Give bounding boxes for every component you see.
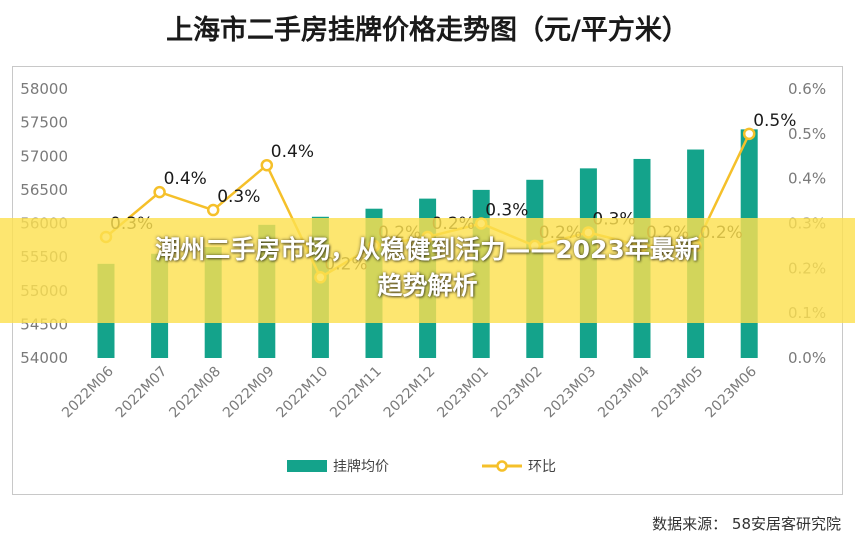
x-tick-label: 2023M04 xyxy=(595,363,653,421)
line-data-label: 0.4% xyxy=(164,169,207,189)
line-point xyxy=(260,158,274,172)
line-data-label: 0.5% xyxy=(753,111,796,131)
x-tick-label: 2022M10 xyxy=(274,364,332,422)
headline-banner xyxy=(0,218,855,323)
right-tick-label: 0.6% xyxy=(788,80,826,98)
x-tick-label: 2023M02 xyxy=(488,364,546,422)
chart-title: 上海市二手房挂牌价格走势图（元/平方米） xyxy=(166,15,689,46)
left-tick-label: 57000 xyxy=(20,147,68,165)
right-tick-label: 0.5% xyxy=(788,125,826,143)
headline-line-2: 趋势解析 xyxy=(377,271,478,300)
legend-bar-swatch xyxy=(287,460,327,472)
x-tick-label: 2023M06 xyxy=(702,363,760,421)
x-tick-label: 2022M06 xyxy=(59,363,117,421)
legend-bar-label: 挂牌均价 xyxy=(333,458,389,475)
line-data-label: 0.3% xyxy=(485,201,528,221)
x-tick-label: 2023M05 xyxy=(649,364,707,422)
data-source: 数据来源： 58安居客研究院 xyxy=(652,515,841,533)
x-tick-label: 2022M12 xyxy=(381,364,439,422)
line-point xyxy=(153,185,166,199)
headline-text: 潮州二手房市场，从稳健到活力——2023年最新 趋势解析 xyxy=(40,232,815,304)
x-tick-label: 2022M09 xyxy=(220,364,278,422)
line-data-label: 0.3% xyxy=(217,187,260,207)
x-tick-label: 2023M01 xyxy=(434,364,492,422)
x-axis: 2022M062022M072022M082022M092022M102022M… xyxy=(59,363,760,421)
right-tick-label: 0.4% xyxy=(788,170,826,188)
left-tick-label: 54000 xyxy=(20,349,68,367)
headline-line-1: 潮州二手房市场，从稳健到活力——2023年最新 xyxy=(155,235,700,264)
x-tick-label: 2022M07 xyxy=(113,364,171,422)
left-tick-label: 58000 xyxy=(20,80,68,98)
right-tick-label: 0.0% xyxy=(788,349,826,367)
line-point xyxy=(742,127,756,141)
x-tick-label: 2022M08 xyxy=(166,364,224,422)
legend: 挂牌均价 环比 xyxy=(287,458,556,475)
legend-line-marker xyxy=(496,460,508,472)
line-point xyxy=(206,203,220,217)
left-tick-label: 57500 xyxy=(20,114,68,132)
line-data-label: 0.4% xyxy=(271,142,314,162)
left-tick-label: 56500 xyxy=(20,181,68,199)
x-tick-label: 2023M03 xyxy=(542,364,600,422)
x-tick-label: 2022M11 xyxy=(327,364,385,422)
legend-line-label: 环比 xyxy=(528,459,556,475)
